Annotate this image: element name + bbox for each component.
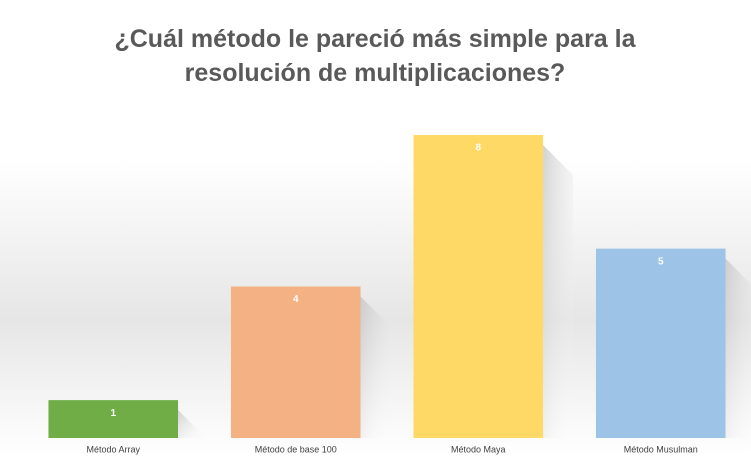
bar — [413, 135, 544, 438]
x-tick-label: Método Maya — [451, 444, 506, 454]
data-label: 5 — [658, 256, 664, 267]
data-label: 1 — [110, 408, 116, 419]
bar — [230, 286, 361, 438]
data-label: 4 — [293, 294, 299, 305]
x-tick-label: Método Musulman — [624, 444, 698, 454]
x-tick-label: Método Array — [86, 444, 140, 454]
chart-title: ¿Cuál método le pareció más simple para … — [114, 25, 636, 87]
bar-shadow — [360, 296, 391, 438]
bar-shadow — [543, 145, 574, 438]
bar — [595, 248, 726, 438]
x-tick-label: Método de base 100 — [255, 444, 337, 454]
bar-shadow — [725, 258, 751, 438]
data-label: 8 — [475, 143, 481, 154]
bar — [48, 400, 179, 438]
bar-shadow — [178, 410, 209, 441]
